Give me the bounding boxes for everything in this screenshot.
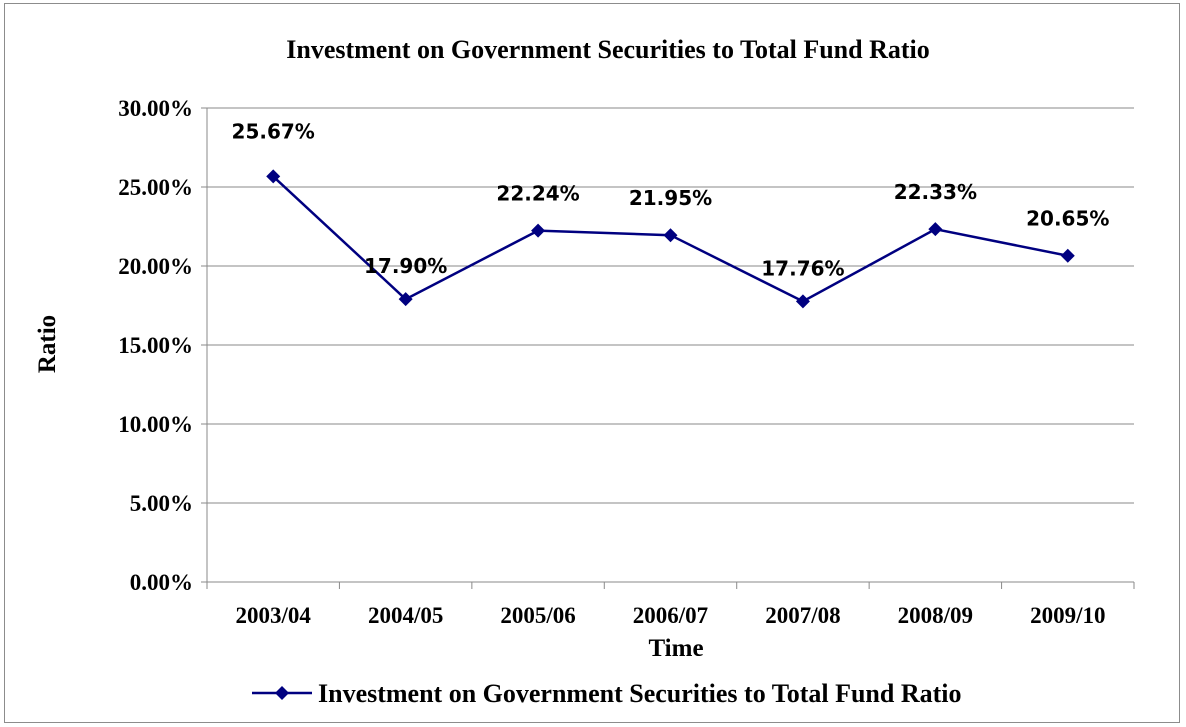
- x-tick-label: 2008/09: [898, 603, 973, 628]
- data-label: 20.65%: [1026, 207, 1109, 231]
- data-label: 25.67%: [232, 119, 315, 143]
- y-tick-label: 30.00%: [118, 96, 193, 121]
- x-tick-label: 2007/08: [765, 603, 840, 628]
- axes: [206, 108, 1135, 589]
- data-label: 17.76%: [761, 256, 844, 280]
- x-axis-title: Time: [648, 635, 703, 662]
- chart-frame: [4, 3, 1180, 723]
- x-tick-label: 2003/04: [236, 603, 312, 628]
- y-tick-label: 25.00%: [118, 175, 193, 200]
- y-tick-label: 5.00%: [130, 491, 193, 516]
- legend: Investment on Government Securities to T…: [252, 679, 962, 708]
- x-tick-labels: 2003/04 2004/05 2005/06 2006/07 2007/08 2008/…: [236, 603, 1106, 628]
- y-tick-label: 15.00%: [118, 333, 193, 358]
- y-tick-label: 20.00%: [118, 254, 193, 279]
- x-tick-label: 2005/06: [500, 603, 575, 628]
- data-label: 22.33%: [894, 180, 977, 204]
- x-tick-label: 2004/05: [368, 603, 443, 628]
- data-point: [1060, 248, 1075, 263]
- data-point: [398, 292, 413, 307]
- y-tick-labels: 0.00% 5.00% 10.00% 15.00% 20.00% 25.00% 30.00%: [118, 96, 193, 595]
- data-point: [531, 223, 546, 238]
- data-point: [663, 228, 678, 243]
- x-tick-label: 2006/07: [633, 603, 708, 628]
- data-point: [795, 294, 810, 309]
- data-label: 22.24%: [496, 182, 579, 206]
- legend-marker: [275, 686, 289, 700]
- y-tick-label: 0.00%: [130, 570, 193, 595]
- gridlines: [201, 107, 1134, 583]
- x-tick-label: 2009/10: [1030, 603, 1105, 628]
- data-label: 21.95%: [629, 186, 712, 210]
- data-label: 17.90%: [364, 254, 447, 278]
- y-axis-title: Ratio: [34, 315, 61, 373]
- y-tick-label: 10.00%: [118, 412, 193, 437]
- series: [266, 169, 1075, 309]
- data-point: [266, 169, 281, 184]
- data-labels: 25.67% 17.90% 22.24% 21.95% 17.76% 22.33% 20.6…: [232, 119, 1110, 280]
- data-point: [928, 222, 943, 237]
- chart-title: Investment on Government Securities to T…: [286, 35, 930, 64]
- legend-entry: Investment on Government Securities to T…: [318, 679, 962, 708]
